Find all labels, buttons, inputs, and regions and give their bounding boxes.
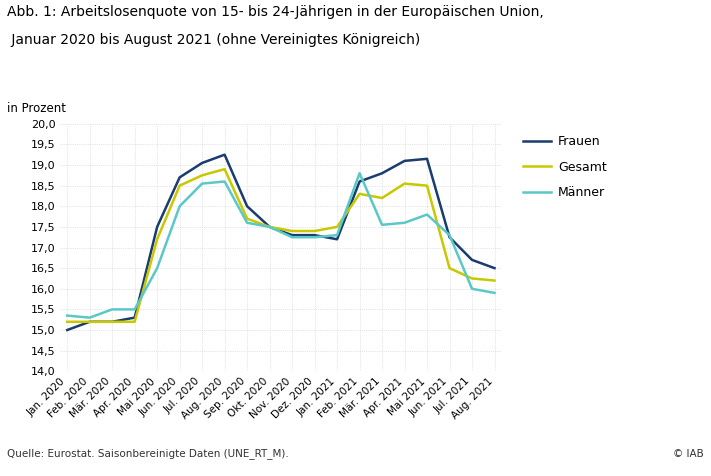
Männer [356,170,364,176]
Männer [378,222,386,228]
Frauen [445,234,454,240]
Männer [85,315,94,320]
Gesamt [243,216,252,221]
Line: Gesamt: Gesamt [67,169,495,322]
Frauen [378,170,386,176]
Gesamt [153,237,161,242]
Frauen [63,327,71,333]
Männer [108,307,117,312]
Gesamt [176,183,184,188]
Frauen [333,237,341,242]
Männer [265,224,274,230]
Gesamt [423,183,432,188]
Männer [468,286,476,292]
Gesamt [445,265,454,271]
Text: Januar 2020 bis August 2021 (ohne Vereinigtes Königreich): Januar 2020 bis August 2021 (ohne Verein… [7,33,420,47]
Gesamt [220,166,229,172]
Frauen [85,319,94,325]
Frauen [491,265,499,271]
Gesamt [356,191,364,197]
Männer [243,220,252,226]
Frauen [176,175,184,180]
Gesamt [310,228,319,234]
Text: © IAB: © IAB [673,449,704,459]
Frauen [265,224,274,230]
Männer [333,232,341,238]
Line: Männer: Männer [67,173,495,317]
Männer [220,178,229,184]
Gesamt [265,224,274,230]
Männer [445,232,454,238]
Männer [423,212,432,218]
Gesamt [85,319,94,325]
Männer [63,313,71,318]
Frauen [130,315,139,320]
Frauen [288,232,296,238]
Gesamt [400,181,409,187]
Gesamt [378,195,386,201]
Frauen [198,160,206,166]
Gesamt [63,319,71,325]
Frauen [108,319,117,325]
Gesamt [130,319,139,325]
Männer [153,265,161,271]
Gesamt [468,276,476,281]
Text: Abb. 1: Arbeitslosenquote von 15- bis 24-Jährigen in der Europäischen Union,: Abb. 1: Arbeitslosenquote von 15- bis 24… [7,5,544,19]
Männer [176,203,184,209]
Frauen [468,257,476,263]
Männer [491,290,499,296]
Text: in Prozent: in Prozent [7,102,66,115]
Legend: Frauen, Gesamt, Männer: Frauen, Gesamt, Männer [518,130,612,204]
Männer [288,234,296,240]
Gesamt [198,172,206,178]
Frauen [400,158,409,164]
Frauen [310,232,319,238]
Frauen [220,152,229,158]
Männer [400,220,409,226]
Frauen [243,203,252,209]
Text: Quelle: Eurostat. Saisonbereinigte Daten (UNE_RT_M).: Quelle: Eurostat. Saisonbereinigte Daten… [7,448,289,459]
Gesamt [108,319,117,325]
Männer [130,307,139,312]
Gesamt [288,228,296,234]
Gesamt [491,278,499,283]
Frauen [423,156,432,162]
Männer [198,181,206,187]
Gesamt [333,224,341,230]
Line: Frauen: Frauen [67,155,495,330]
Frauen [356,178,364,184]
Frauen [153,224,161,230]
Männer [310,234,319,240]
